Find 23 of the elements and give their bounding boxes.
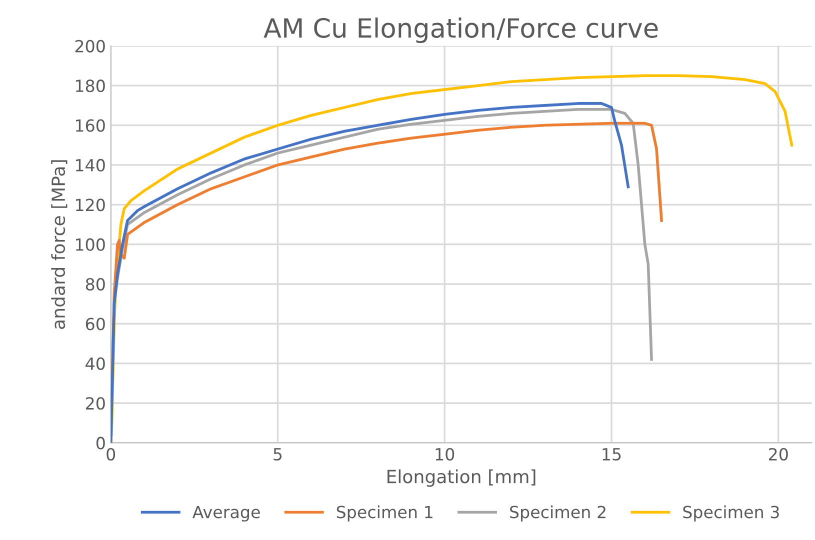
legend-label: Specimen 1 [336,505,432,522]
x-tick-label: 10 [436,448,454,461]
y-tick-label: 20 [86,397,105,410]
legend-label: Specimen 2 [510,505,606,522]
legend-label: Specimen 3 [683,505,779,522]
x-tick-label: 5 [274,448,282,461]
y-tick-label: 180 [76,80,105,92]
y-tick-label: 60 [86,318,105,330]
y-tick-label: 200 [75,40,105,52]
x-axis-title: Elongation [mm] [388,469,536,487]
y-tick-label: 100 [76,238,105,251]
chart-title: AM Cu Elongation/Force curve [264,18,658,44]
y-tick-label: 80 [86,278,105,291]
x-tick-label: 20 [768,448,788,461]
x-tick-label: 15 [602,448,621,461]
y-axis-title: andard force [MPa] [51,160,68,329]
y-tick-label: 0 [96,436,105,450]
y-tick-label: 120 [76,198,105,212]
y-tick-label: 140 [76,158,105,172]
y-tick-label: 40 [86,357,105,370]
legend-label: Average [192,506,260,522]
x-tick-label: 0 [106,448,116,461]
y-tick-label: 160 [76,119,105,132]
